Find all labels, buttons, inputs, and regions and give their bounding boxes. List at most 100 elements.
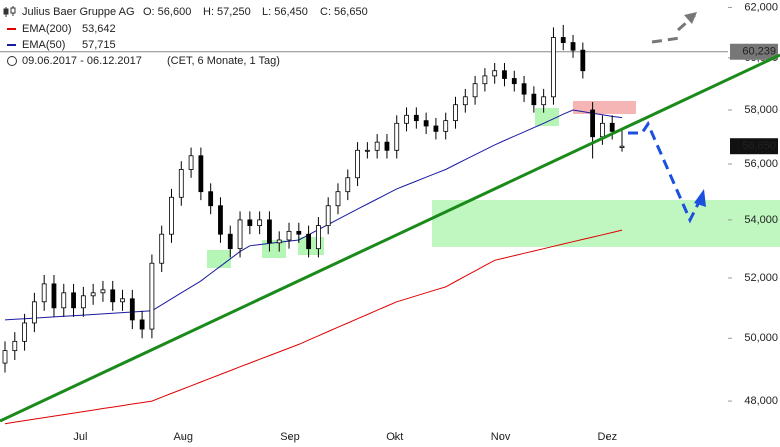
candle-body: [286, 230, 292, 241]
x-tick-label: Nov: [491, 431, 511, 443]
candle-body: [110, 289, 116, 303]
candle-body: [374, 141, 380, 151]
touch-box: [535, 108, 559, 126]
candle-body: [619, 145, 625, 148]
ohlc-label: L: 56,450: [262, 6, 308, 18]
candle-body: [12, 340, 18, 352]
candle-body: [51, 283, 57, 309]
candle-body: [267, 219, 272, 244]
candle-body: [433, 125, 439, 132]
candle-body: [31, 301, 37, 324]
candle-body: [188, 155, 194, 170]
legend-value: 57,715: [82, 39, 116, 51]
candle-body: [296, 230, 302, 235]
clock-icon: [7, 56, 17, 66]
candle-body: [237, 219, 243, 250]
candle-body: [159, 233, 165, 264]
reference-label-box: [730, 43, 778, 60]
candle-body: [100, 289, 106, 294]
legend-value: 53,642: [82, 23, 116, 35]
candle-body: [531, 93, 537, 106]
reference-label: 60,239: [742, 46, 776, 58]
candle-body: [462, 96, 468, 106]
candle-body: [609, 122, 615, 132]
x-tick-label: Dez: [598, 431, 618, 443]
touch-box: [262, 240, 286, 258]
candle-body: [80, 295, 86, 309]
period-note: (CET, 6 Monate, 1 Tag): [167, 55, 280, 67]
legend-title: Julius Baer Gruppe AG: [22, 6, 135, 18]
candle-body: [521, 83, 527, 95]
ohlc-label: C: 56,650: [320, 6, 368, 18]
candle-body: [227, 233, 233, 250]
y-tick-label: 54,000: [744, 214, 778, 226]
candle-body: [129, 298, 135, 321]
candle-body: [404, 114, 409, 124]
support-zone: [432, 200, 780, 247]
candle-body: [218, 205, 223, 235]
arrow-head: [684, 12, 697, 24]
touch-box: [207, 250, 231, 268]
candle-body: [178, 169, 184, 198]
candle-body: [551, 37, 556, 98]
y-tick-label: 62,000: [744, 1, 778, 13]
candle-body: [71, 292, 76, 309]
candle-body: [364, 149, 370, 152]
candle-body: [149, 262, 155, 330]
candle-body: [580, 49, 586, 72]
candle-body: [541, 96, 547, 106]
candle-body: [600, 122, 605, 138]
candle-body: [345, 177, 351, 193]
legend-name: EMA(200): [22, 23, 72, 35]
ohlc-label: H: 57,250: [203, 6, 251, 18]
last-price-label: 56,650: [742, 140, 776, 152]
y-tick-label: 50,000: [744, 332, 778, 344]
resistance-box: [573, 101, 636, 114]
candle-body: [384, 141, 390, 151]
candle-body: [482, 75, 488, 85]
candle-body: [169, 196, 174, 235]
candle-body: [335, 191, 341, 207]
candle-body: [511, 78, 517, 85]
candle-body: [208, 191, 214, 207]
candle-body: [315, 225, 321, 250]
last-price-box: [730, 138, 778, 155]
arrow-forecast: [628, 120, 702, 224]
annotations: [207, 101, 780, 268]
candle-body: [355, 149, 360, 179]
candle-body: [276, 239, 282, 244]
candle-body: [41, 283, 47, 303]
candle-body: [492, 70, 498, 77]
drawings: [0, 12, 780, 423]
y-tick-label: 52,000: [744, 272, 778, 284]
trendline: [0, 53, 780, 423]
candle-body: [560, 37, 566, 43]
y-tick-label: 56,000: [744, 158, 778, 170]
candle-body: [247, 219, 253, 227]
candle-body: [502, 70, 507, 79]
ohlc-label: O: 56,600: [143, 6, 191, 18]
legend-series: EMA(200) 53,642 EMA(50) 57,715: [7, 23, 116, 51]
candle-icon: [3, 6, 16, 17]
x-tick-label: Okt: [386, 431, 403, 443]
candle-body: [120, 298, 125, 303]
candle-body: [413, 114, 419, 122]
ema-line: [4, 109, 623, 321]
arrow-head: [694, 189, 706, 207]
candle-body: [22, 322, 27, 342]
y-tick-label: 58,000: [744, 104, 778, 116]
candle-body: [306, 233, 312, 250]
ema-line: [4, 229, 623, 425]
candle-body: [443, 120, 449, 132]
arrow-up: [651, 36, 681, 44]
candle-body: [590, 109, 596, 138]
legend: Julius Baer Gruppe AG O: 56,600 H: 57,25…: [3, 6, 368, 67]
x-tick-label: Aug: [173, 431, 193, 443]
x-tick-label: Jul: [73, 431, 87, 443]
candle-body: [257, 219, 263, 227]
date-range: 09.06.2017 - 06.12.2017: [22, 55, 142, 67]
candle-body: [423, 120, 429, 127]
legend-name: EMA(50): [22, 39, 65, 51]
